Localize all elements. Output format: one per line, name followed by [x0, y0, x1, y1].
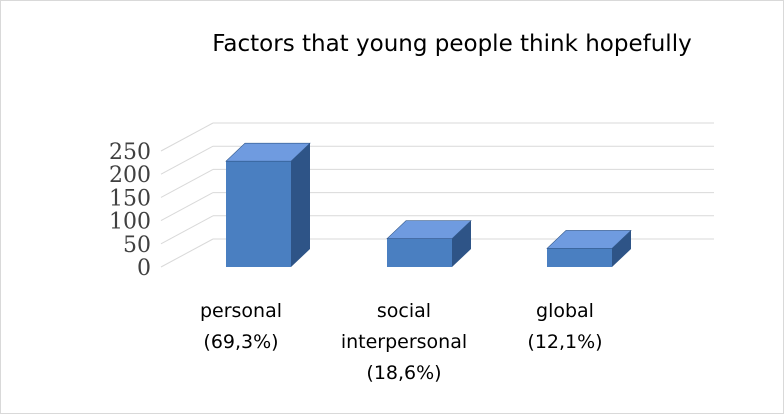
y-tick-label: 100	[109, 210, 151, 235]
y-tick-label: 150	[109, 186, 151, 211]
bar-side	[452, 220, 471, 267]
category-label-line: personal	[199, 300, 283, 322]
y-tick-label: 50	[123, 233, 151, 258]
y-tick-label: 0	[137, 256, 151, 281]
gridline-depth	[160, 168, 214, 198]
category-label-line: (12,1%)	[527, 331, 603, 353]
category-label: personal (69,3%)	[151, 296, 331, 358]
bar-top	[225, 142, 311, 162]
bar-side	[612, 230, 631, 267]
category-label-line: (18,6%)	[366, 362, 442, 384]
gridline-depth	[160, 122, 214, 152]
category-label-line: social	[376, 300, 432, 322]
gridline-depth	[160, 238, 214, 268]
category-label: global (12,1%)	[475, 296, 655, 358]
gridline-depth	[160, 215, 214, 245]
bar-top	[546, 230, 632, 249]
bar-front	[226, 161, 291, 267]
bar-front	[387, 238, 452, 267]
y-tick-label: 250	[109, 140, 151, 165]
category-label: social interpersonal (18,6%)	[314, 296, 494, 389]
bar-side	[291, 143, 310, 267]
bar-front	[547, 248, 612, 267]
gridline-depth	[160, 145, 214, 175]
category-label-line: (69,3%)	[203, 331, 279, 353]
category-label-line: global	[536, 300, 594, 322]
chart-title: Factors that young people think hopefull…	[212, 31, 692, 57]
bar-top	[386, 220, 472, 239]
y-tick-label: 200	[109, 163, 151, 188]
gridline-depth	[160, 192, 214, 222]
category-label-line: interpersonal	[340, 331, 468, 353]
